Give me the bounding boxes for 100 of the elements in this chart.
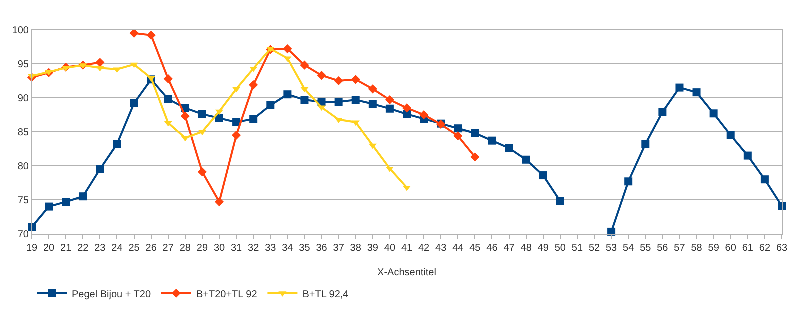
x-tick-label: 35 [299, 243, 311, 254]
point [351, 75, 360, 84]
point [488, 136, 496, 145]
point [216, 114, 224, 122]
x-tick-label: 24 [112, 243, 124, 254]
x-tick-label: 38 [350, 243, 362, 254]
x-tick-label: 58 [691, 243, 703, 254]
x-tick-label: 43 [436, 243, 448, 254]
x-tick-label: 22 [78, 243, 90, 254]
point [266, 101, 275, 110]
x-tick-label: 27 [162, 243, 174, 254]
point [403, 110, 411, 118]
x-tick-label: 29 [196, 243, 208, 254]
point [130, 28, 139, 38]
x-tick-label: 44 [452, 243, 464, 254]
legend-label: B+TL 92,4 [302, 289, 350, 300]
x-tick-label: 41 [401, 243, 413, 254]
point [420, 110, 429, 120]
point [470, 152, 480, 162]
point [692, 88, 701, 97]
point [318, 106, 326, 112]
point [146, 30, 156, 40]
x-tick-label: 63 [776, 243, 788, 254]
y-tick-label: 95 [18, 60, 30, 70]
x-tick-label: 47 [504, 243, 516, 254]
point [522, 156, 530, 164]
x-tick-label: 23 [94, 243, 106, 254]
x-tick-label: 56 [657, 243, 669, 254]
point [710, 110, 718, 118]
x-tick-label: 59 [708, 243, 720, 254]
point [232, 87, 241, 93]
point [368, 144, 377, 150]
point [232, 118, 241, 126]
point [454, 132, 463, 141]
x-tick-label: 46 [486, 243, 498, 254]
point [317, 71, 326, 80]
point [318, 98, 326, 106]
point [283, 44, 292, 54]
x-tick-label: 61 [742, 243, 754, 254]
x-tick-label: 57 [674, 243, 686, 254]
point [385, 95, 394, 105]
point [744, 152, 752, 160]
x-tick-label: 62 [759, 243, 771, 254]
point [198, 168, 207, 177]
point [556, 197, 564, 206]
point [113, 140, 122, 148]
x-tick-label: 20 [43, 243, 56, 254]
x-tick-label: 34 [282, 243, 294, 254]
x-tick-label: 21 [60, 243, 72, 254]
point [334, 98, 343, 106]
point [164, 74, 173, 84]
point [79, 192, 88, 201]
x-tick-label: 26 [146, 243, 158, 254]
y-tick-label: 80 [18, 162, 30, 172]
point [402, 104, 412, 113]
point [96, 58, 105, 68]
point [386, 166, 394, 172]
point [130, 99, 138, 108]
x-tick-label: 37 [333, 243, 345, 254]
point [62, 198, 70, 206]
x-tick-label: 55 [640, 243, 652, 254]
point [164, 121, 172, 127]
point [624, 178, 633, 186]
point [334, 76, 344, 86]
legend-label: B+T20+TL 92 [196, 289, 258, 300]
x-tick-label: 53 [606, 243, 618, 254]
point [676, 84, 684, 92]
point [658, 108, 667, 116]
x-tick-label: 39 [367, 243, 379, 254]
x-tick-label: 40 [384, 243, 396, 254]
point [214, 197, 224, 207]
x-tick-label: 45 [470, 243, 482, 254]
x-tick-label: 48 [520, 243, 532, 254]
x-tick-label: 60 [725, 243, 737, 254]
point [368, 100, 377, 108]
point [505, 144, 514, 152]
x-axis-title: X-Achsentitel [378, 268, 436, 278]
point [284, 90, 292, 99]
x-tick-label: 19 [26, 243, 38, 254]
y-tick-label: 70 [18, 230, 30, 240]
point [249, 80, 258, 90]
x-tick-label: 36 [316, 243, 328, 254]
x-tick-label: 32 [248, 243, 260, 254]
x-tick-label: 30 [214, 243, 226, 254]
point [300, 87, 309, 93]
x-tick-label: 28 [180, 243, 192, 254]
x-tick-label: 54 [623, 243, 635, 254]
point [62, 66, 70, 72]
point [232, 130, 242, 140]
point [642, 140, 650, 148]
point [164, 95, 172, 104]
x-tick-label: 33 [265, 243, 277, 254]
point [180, 112, 190, 121]
x-tick-label: 51 [572, 243, 584, 254]
y-tick-label: 100 [12, 26, 30, 36]
x-tick-label: 49 [538, 243, 550, 254]
point [454, 124, 462, 133]
point [760, 176, 769, 184]
point [471, 129, 480, 138]
point [386, 104, 394, 113]
